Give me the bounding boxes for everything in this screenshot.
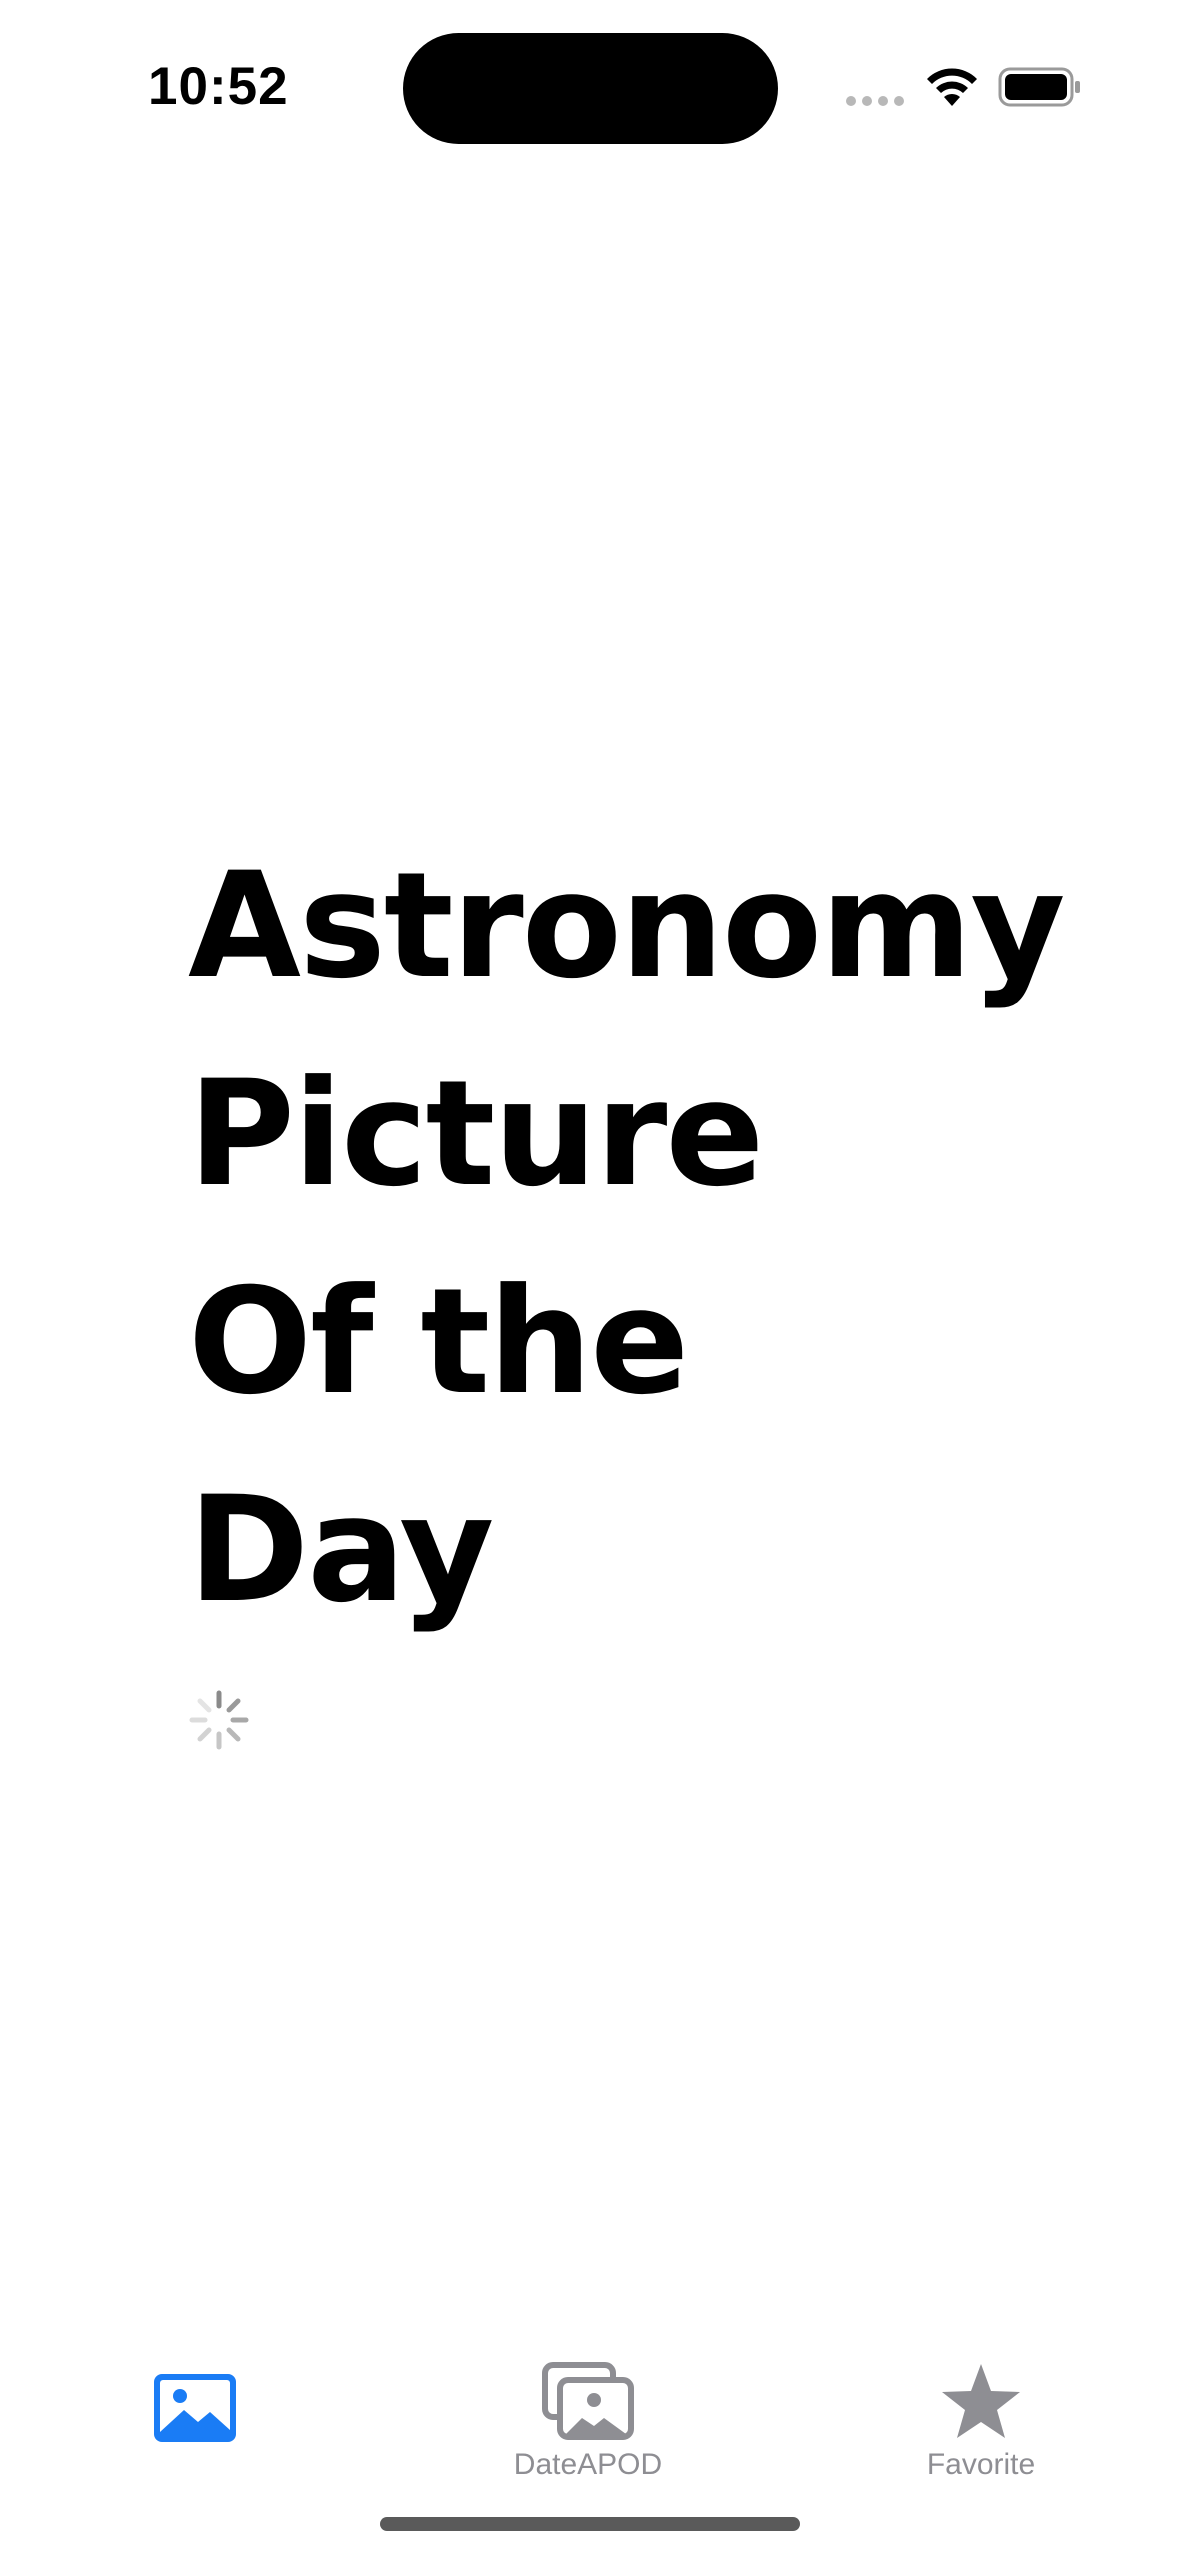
cellular-signal-icon xyxy=(846,96,906,106)
title-line: Day xyxy=(188,1465,494,1635)
home-indicator[interactable] xyxy=(380,2517,800,2531)
dynamic-island xyxy=(403,33,778,144)
tab-label: Favorite xyxy=(926,2448,1036,2481)
title-line: Picture xyxy=(188,1049,764,1219)
status-bar: 10:52 xyxy=(0,0,1179,150)
tab-today-apod[interactable] xyxy=(65,2330,325,2480)
photo-icon xyxy=(154,2374,236,2442)
title-line: Of the xyxy=(188,1257,689,1427)
loading-spinner-icon xyxy=(189,1690,249,1750)
tab-dateapod[interactable]: DateAPOD xyxy=(458,2330,718,2481)
tab-favorite[interactable]: Favorite xyxy=(851,2330,1111,2481)
tab-bar: DateAPOD Favorite xyxy=(0,2300,1179,2556)
star-icon xyxy=(942,2364,1020,2438)
page-title: Astronomy Picture Of the Day xyxy=(188,822,1088,1654)
status-time: 10:52 xyxy=(148,57,289,116)
wifi-icon xyxy=(927,68,977,106)
tab-label: DateAPOD xyxy=(513,2448,663,2481)
title-line: Astronomy xyxy=(188,841,1066,1011)
battery-icon xyxy=(998,67,1080,107)
photo-stack-icon xyxy=(542,2362,634,2440)
